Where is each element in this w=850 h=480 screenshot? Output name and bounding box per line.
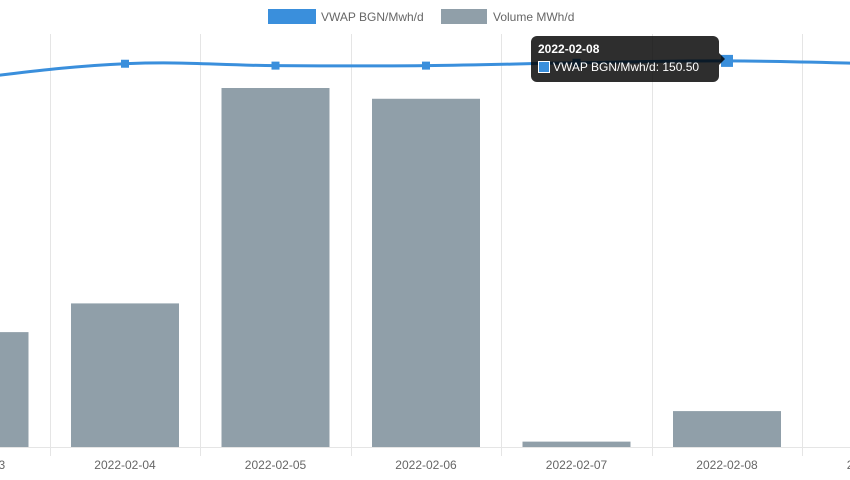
x-tick-label: 2022-02-07 (546, 458, 608, 472)
volume-bar[interactable] (522, 441, 631, 447)
tooltip-color-swatch (538, 61, 550, 73)
volume-bars (0, 88, 781, 448)
volume-bar[interactable] (221, 88, 330, 447)
legend-label-volume: Volume MWh/d (493, 10, 574, 24)
x-tick-label: 2022-02-04 (94, 458, 156, 472)
x-axis-ticks: 2022-02-03 2022-02-04 2022-02-05 2022-02-06… (0, 458, 850, 472)
legend-swatch-volume (441, 9, 487, 24)
legend-item-vwap[interactable]: VWAP BGN/Mwh/d (268, 9, 424, 24)
chart-tooltip: 2022-02-08 VWAP BGN/Mwh/d: 150.50 (531, 36, 725, 82)
vwap-point[interactable] (271, 61, 280, 70)
vwap-point[interactable] (422, 61, 430, 70)
legend-label-vwap: VWAP BGN/Mwh/d (321, 10, 424, 24)
tooltip-label: VWAP BGN/Mwh/d: 150.50 (553, 60, 700, 74)
volume-bar[interactable] (71, 303, 179, 447)
volume-bar[interactable] (673, 411, 781, 447)
tooltip-caret (719, 53, 725, 65)
grid (0, 34, 850, 456)
x-tick-label: 2022-02-08 (696, 458, 758, 472)
x-tick-label: 2022-02-06 (395, 458, 457, 472)
x-tick-label: 2022-02-03 (0, 458, 6, 472)
legend-swatch-vwap (268, 9, 316, 24)
tooltip-row: VWAP BGN/Mwh/d: 150.50 (538, 60, 712, 74)
volume-bar[interactable] (0, 332, 29, 447)
vwap-point[interactable] (121, 59, 129, 68)
legend-item-volume[interactable]: Volume MWh/d (441, 9, 574, 24)
x-tick-label: 2022-02-05 (245, 458, 307, 472)
tooltip-title: 2022-02-08 (538, 42, 600, 56)
legend: VWAP BGN/Mwh/d Volume MWh/d (268, 9, 574, 24)
x-tick-label: 2022-02-09 (847, 458, 850, 472)
volume-bar[interactable] (372, 98, 480, 448)
